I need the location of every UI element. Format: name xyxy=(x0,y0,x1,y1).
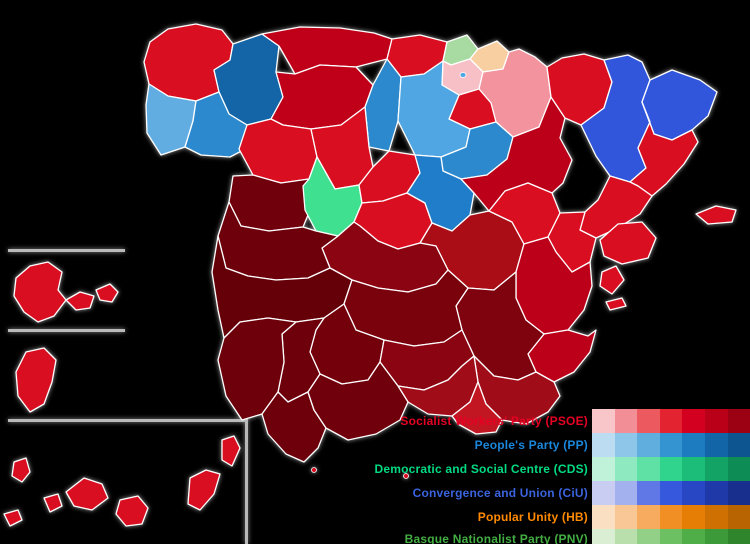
swatch xyxy=(614,433,638,457)
swatch xyxy=(592,409,615,433)
swatch xyxy=(682,457,705,481)
island-formentera xyxy=(605,297,627,311)
legend-label-ciu: Convergence and Union (CiU) xyxy=(412,486,588,500)
province-almeria xyxy=(451,381,503,435)
legend-swatch-row-pnv xyxy=(592,529,750,544)
swatch xyxy=(659,481,683,505)
legend-swatch-row-psoe xyxy=(592,409,750,433)
swatch xyxy=(659,505,683,529)
swatch xyxy=(637,481,660,505)
province-ourense xyxy=(184,91,250,158)
swatch xyxy=(659,457,683,481)
inset-island-3 xyxy=(95,283,119,303)
island-el-hierro xyxy=(3,509,23,527)
swatch xyxy=(727,505,750,529)
swatch xyxy=(704,409,728,433)
swatch xyxy=(727,409,750,433)
swatch xyxy=(682,409,705,433)
swatch xyxy=(659,409,683,433)
balearic-islands xyxy=(599,205,737,311)
swatch xyxy=(704,433,728,457)
swatch xyxy=(682,505,705,529)
legend-label-hb: Popular Unity (HB) xyxy=(477,510,588,524)
swatch xyxy=(704,457,728,481)
swatch xyxy=(682,433,705,457)
legend-label-pnv: Basque Nationalist Party (PNV) xyxy=(404,532,588,544)
legend-swatch-row-pp xyxy=(592,433,750,457)
swatch xyxy=(637,457,660,481)
swatch xyxy=(614,529,638,544)
province-ceuta xyxy=(311,467,317,473)
upper-inset-frame-bottom xyxy=(8,329,125,332)
swatch xyxy=(592,529,615,544)
legend-label-pp: People's Party (PP) xyxy=(474,438,588,452)
province-malaga xyxy=(307,361,409,441)
island-menorca xyxy=(695,205,737,225)
swatch xyxy=(637,409,660,433)
swatch xyxy=(704,529,728,544)
province-palencia xyxy=(364,58,402,152)
swatch xyxy=(659,433,683,457)
swatch xyxy=(637,505,660,529)
swatch xyxy=(659,529,683,544)
inset-island-1 xyxy=(13,261,67,323)
swatch xyxy=(592,433,615,457)
canary-inset-frame-right xyxy=(245,419,248,544)
swatch xyxy=(614,481,638,505)
swatch xyxy=(637,433,660,457)
upper-island-inset xyxy=(13,261,119,413)
swatch xyxy=(592,481,615,505)
island-la-palma xyxy=(11,457,31,483)
island-la-gomera xyxy=(43,493,63,513)
legend-swatch-row-hb xyxy=(592,505,750,529)
swatch xyxy=(704,481,728,505)
canary-inset-frame-top xyxy=(8,419,247,422)
province-barcelona xyxy=(629,101,699,197)
swatch xyxy=(727,481,750,505)
island-mallorca xyxy=(599,221,657,265)
province-burgos xyxy=(397,60,471,158)
swatch xyxy=(592,457,615,481)
swatch xyxy=(614,505,638,529)
province-melilla xyxy=(403,473,409,479)
legend-label-psoe: Socialist Workers' Party (PSOE) xyxy=(400,414,588,428)
province-girona xyxy=(641,69,718,141)
inset-island-4 xyxy=(15,347,57,413)
swatch xyxy=(592,505,615,529)
province-salamanca xyxy=(228,174,314,232)
island-ibiza xyxy=(599,265,625,295)
inset-island-2 xyxy=(65,291,95,311)
inset-frames xyxy=(8,249,248,544)
legend-swatch-row-ciu xyxy=(592,481,750,505)
legend-swatch-grid xyxy=(592,409,750,544)
island-lanzarote xyxy=(221,435,241,467)
trevino-enclave xyxy=(459,72,467,78)
swatch xyxy=(727,529,750,544)
swatch xyxy=(727,433,750,457)
canary-islands-inset xyxy=(3,435,241,527)
swatch xyxy=(682,529,705,544)
legend-label-cds: Democratic and Social Centre (CDS) xyxy=(374,462,588,476)
island-tenerife xyxy=(65,477,109,511)
province-zamora xyxy=(238,118,318,184)
upper-inset-frame-top xyxy=(8,249,125,252)
swatch xyxy=(682,481,705,505)
swatch xyxy=(614,457,638,481)
swatch xyxy=(704,505,728,529)
swatch xyxy=(727,457,750,481)
island-gran-canaria xyxy=(115,495,149,527)
swatch xyxy=(614,409,638,433)
swatch xyxy=(637,529,660,544)
island-fuerteventura xyxy=(187,469,221,511)
legend-swatch-row-cds xyxy=(592,457,750,481)
